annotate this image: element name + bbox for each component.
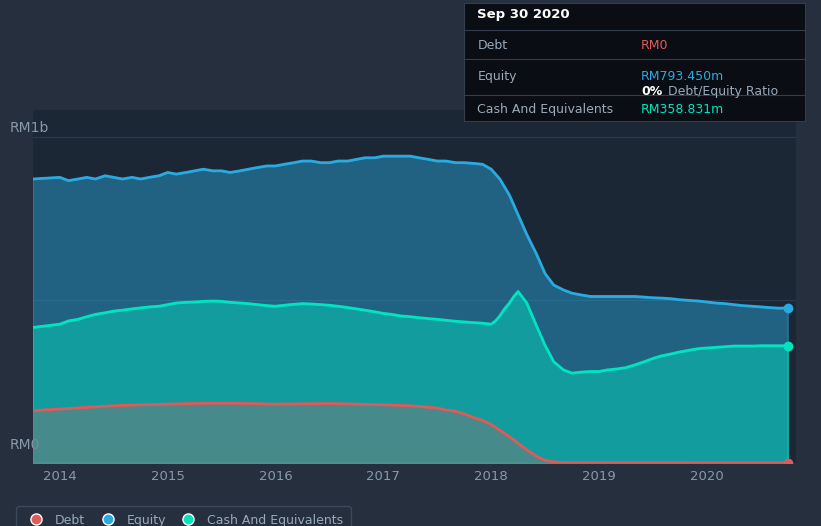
Text: RM0: RM0 (10, 438, 40, 452)
Legend: Debt, Equity, Cash And Equivalents: Debt, Equity, Cash And Equivalents (16, 506, 351, 526)
Text: Debt: Debt (478, 39, 507, 52)
Text: Sep 30 2020: Sep 30 2020 (478, 8, 570, 21)
Text: RM358.831m: RM358.831m (641, 103, 724, 116)
Text: Debt/Equity Ratio: Debt/Equity Ratio (668, 85, 778, 98)
Text: 0%: 0% (641, 85, 663, 98)
Text: RM1b: RM1b (10, 121, 49, 135)
Text: RM793.450m: RM793.450m (641, 69, 724, 83)
Text: Cash And Equivalents: Cash And Equivalents (478, 103, 613, 116)
Text: Equity: Equity (478, 69, 517, 83)
Text: RM0: RM0 (641, 39, 668, 52)
